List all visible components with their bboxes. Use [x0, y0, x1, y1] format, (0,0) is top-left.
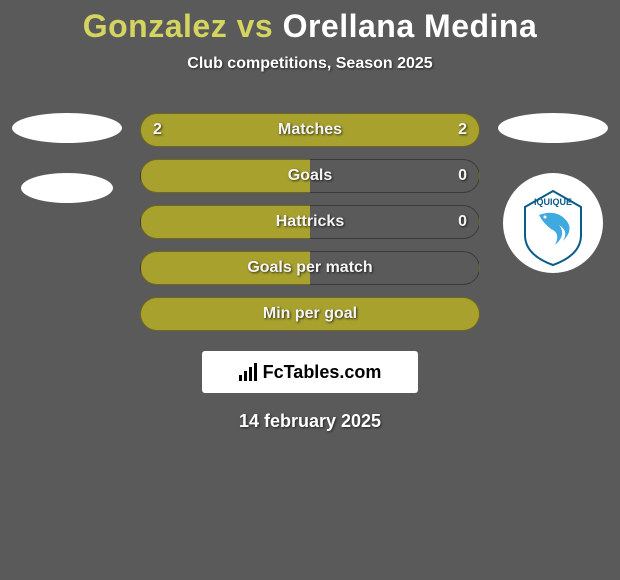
stat-right-value: 0 — [458, 213, 467, 231]
stat-label: Min per goal — [263, 305, 357, 323]
player2-name: Orellana Medina — [283, 8, 538, 44]
dragon-eye-icon — [544, 216, 547, 219]
left-ellipse-2 — [21, 173, 113, 203]
bar-chart-icon — [239, 363, 257, 381]
club-badge: IQUIQUE — [503, 173, 603, 273]
stat-bar-2: Hattricks 0 — [140, 205, 480, 239]
stat-label: Matches — [278, 121, 342, 139]
comparison-content: 2 Matches 2 Goals 0 Hattricks 0 Goals per match… — [0, 113, 620, 331]
footer-logo: FcTables.com — [202, 351, 418, 393]
stat-bar-4: Min per goal — [140, 297, 480, 331]
vs-text: vs — [227, 8, 282, 44]
left-ellipse-1 — [12, 113, 122, 143]
page-title: Gonzalez vs Orellana Medina — [0, 0, 620, 45]
stat-label: Goals — [288, 167, 332, 185]
right-side-col: IQUIQUE — [498, 113, 608, 273]
stat-bar-0: 2 Matches 2 — [140, 113, 480, 147]
stat-bar-3: Goals per match — [140, 251, 480, 285]
stat-bars: 2 Matches 2 Goals 0 Hattricks 0 Goals per match… — [140, 113, 480, 331]
badge-svg: IQUIQUE — [503, 173, 603, 273]
left-side-col — [12, 113, 122, 203]
stat-right-value: 2 — [458, 121, 467, 139]
subtitle: Club competitions, Season 2025 — [0, 55, 620, 73]
stat-bar-1: Goals 0 — [140, 159, 480, 193]
badge-text: IQUIQUE — [534, 197, 572, 207]
player1-name: Gonzalez — [83, 8, 227, 44]
stat-label: Hattricks — [276, 213, 344, 231]
footer-date: 14 february 2025 — [0, 411, 620, 432]
footer-logo-text: FcTables.com — [263, 362, 382, 383]
right-ellipse-1 — [498, 113, 608, 143]
stat-right-value: 0 — [458, 167, 467, 185]
stat-left-value: 2 — [153, 121, 162, 139]
stat-label: Goals per match — [247, 259, 372, 277]
